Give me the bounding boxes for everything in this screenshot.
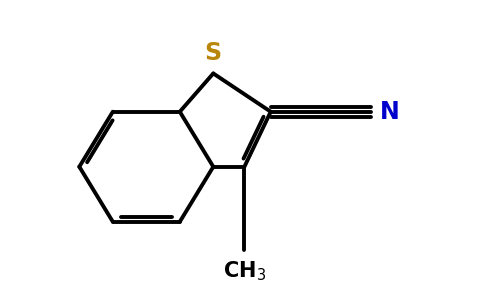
Text: S: S (205, 41, 222, 65)
Text: N: N (380, 100, 400, 124)
Text: CH$_3$: CH$_3$ (223, 259, 266, 283)
